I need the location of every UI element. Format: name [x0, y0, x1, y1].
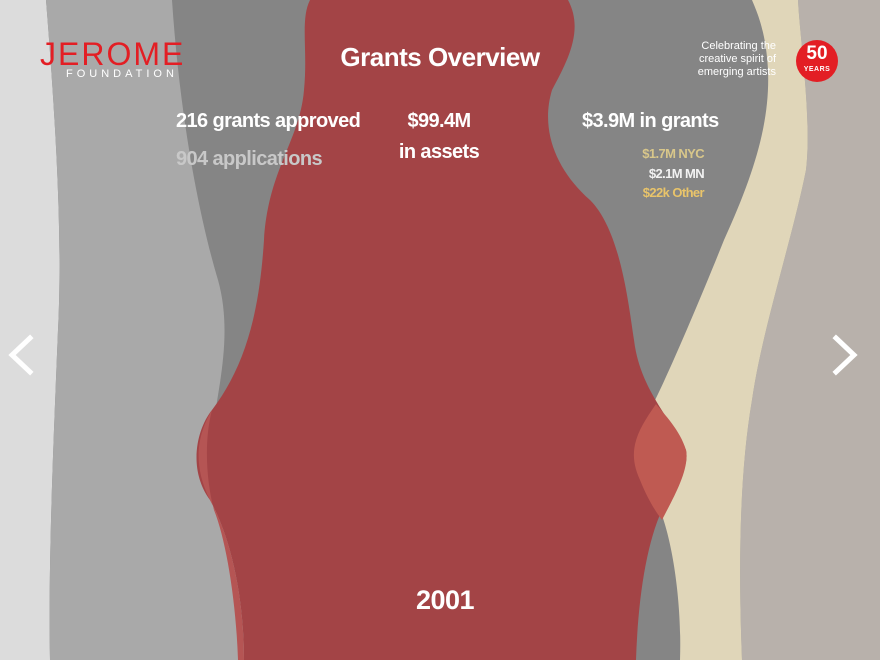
grants-total-stat: $3.9M in grants	[582, 110, 719, 132]
applications-stream	[46, 0, 245, 660]
applications-stat: 904 applications	[176, 148, 323, 170]
jerome-foundation-logo: JEROME FOUNDATION	[40, 36, 190, 86]
left-light-stream	[0, 0, 60, 660]
previous-button[interactable]	[0, 330, 40, 380]
nyc-grants-stat: $1.7M NYC	[642, 146, 704, 161]
fifty-years-badge: 50 YEARS	[796, 40, 838, 82]
assets-label: in assets	[398, 141, 480, 163]
assets-value-stat: $99.4M	[407, 110, 471, 132]
next-button[interactable]	[826, 330, 866, 380]
logo-subtitle: FOUNDATION	[66, 68, 178, 80]
tagline-line-3: emerging artists	[697, 66, 776, 78]
page-title: Grants Overview	[340, 42, 540, 72]
chevron-left-icon	[8, 334, 34, 376]
badge-number: 50	[806, 43, 828, 64]
grants-cream-stream	[639, 0, 808, 660]
assets-red-stream	[196, 0, 687, 660]
tagline: Celebrating the creative spirit of emerg…	[660, 40, 776, 79]
tagline-line-1: Celebrating the	[701, 40, 776, 52]
left-overlap	[198, 410, 244, 660]
grants-approved-stat: 216 grants approved	[176, 110, 361, 132]
other-grants-stat: $22k Other	[642, 185, 705, 200]
mn-grants-stat: $2.1M MN	[648, 166, 705, 181]
tagline-line-2: creative spirit of	[698, 53, 776, 65]
right-tan-stream	[740, 0, 880, 660]
right-overlap	[633, 404, 687, 520]
logo-wordmark: JEROME	[40, 36, 186, 72]
chevron-right-icon	[832, 334, 858, 376]
year-label: 2001	[415, 585, 475, 615]
badge-word: YEARS	[803, 66, 831, 73]
